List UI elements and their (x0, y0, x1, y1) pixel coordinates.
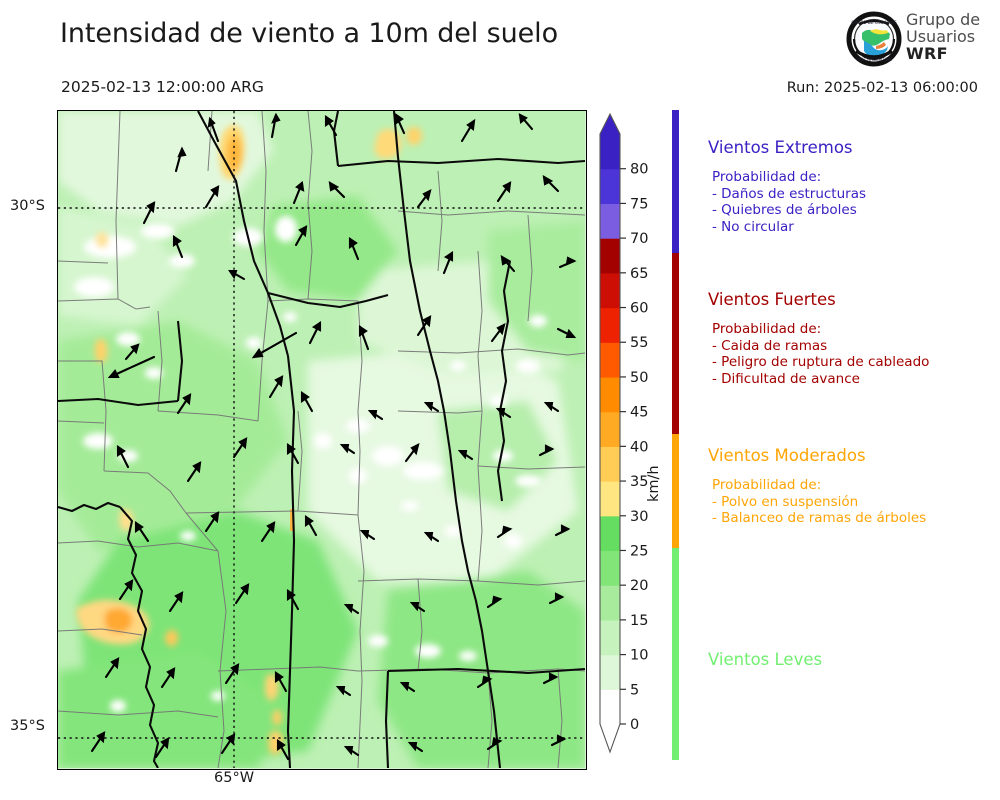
colorbar-tick-label-0: 0 (630, 717, 639, 733)
category-block-2: Vientos Moderados Probabilidad de: - Polvo… (708, 446, 992, 527)
category-2-line-0: Probabilidad de: (712, 477, 822, 493)
colorbar-tick-label-45: 45 (630, 405, 648, 421)
colorbar: 0 5 10 15 20 25 30 35 40 45 50 55 60 65 70 75 80 km/h (598, 112, 674, 760)
colorbar-band-5-10 (600, 654, 620, 690)
colorbar-band-65-70 (600, 238, 620, 274)
colorbar-over-arrow (600, 114, 620, 134)
valid-time-label: 2025-02-13 12:00:00 ARG (61, 78, 264, 96)
colorbar-tick-label-65: 65 (630, 266, 648, 282)
colorbar-under-arrow (600, 724, 620, 752)
category-bar-3 (672, 548, 679, 760)
category-2-line-2: - Balanceo de ramas de árboles (712, 510, 927, 526)
category-title-1: Vientos Fuertes (708, 290, 836, 309)
colorbar-tick-label-55: 55 (630, 335, 648, 351)
colorbar-band-60-65 (600, 272, 620, 309)
colorbar-tick-label-5: 5 (630, 682, 639, 698)
category-0-line-1: - Daños de estructuras (712, 185, 867, 202)
category-1-line-2: - Peligro de ruptura de cableado (712, 354, 930, 370)
colorbar-tick-label-35: 35 (630, 474, 648, 490)
category-title-3: Vientos Leves (708, 650, 823, 669)
colorbar-band-15-20 (600, 585, 620, 621)
colorbar-band-20-25 (600, 550, 620, 586)
colorbar-tick-label-75: 75 (630, 196, 648, 212)
colorbar-tick-label-40: 40 (630, 439, 648, 455)
colorbar-band-45-50 (600, 376, 620, 413)
brand-logo-text: Grupo de Usuarios WRF (906, 11, 980, 62)
colorbar-tick-label-10: 10 (630, 648, 648, 664)
category-block-3: Vientos Leves (708, 650, 992, 681)
colorbar-band-80-85 (600, 134, 620, 170)
category-title-2: Vientos Moderados (708, 446, 866, 465)
category-bar-0 (672, 110, 679, 253)
colorbar-band-30-35 (600, 481, 620, 517)
category-block-0: Vientos Extremos Probabilidad de: - Daños … (708, 138, 992, 235)
colorbar-svg: 0 5 10 15 20 25 30 35 40 45 50 55 60 65 70 75 80 (599, 112, 648, 754)
run-time-label: Run: 2025-02-13 06:00:00 (786, 80, 978, 96)
colorbar-tick-label-80: 80 (630, 162, 648, 178)
category-block-1: Vientos Fuertes Probabilidad de: - Caida d… (708, 290, 992, 387)
colorbar-tick-label-70: 70 (630, 231, 648, 247)
colorbar-band-0-5 (600, 689, 620, 725)
wind-speed-map[interactable] (57, 110, 587, 770)
category-0-line-3: - No circular (712, 218, 794, 235)
category-bar-2 (672, 434, 679, 548)
category-0-line-0: Probabilidad de: (712, 169, 822, 185)
colorbar-band-40-45 (600, 411, 620, 447)
colorbar-tick-label-20: 20 (630, 578, 648, 594)
colorbar-unit-label: km/h (646, 465, 662, 502)
globe-emblem-icon: GRUPO DE USUARIOS WRF ARGENTINA (846, 11, 902, 67)
logo-line-2: Usuarios (906, 27, 976, 46)
logo-line-3: WRF (906, 44, 948, 63)
category-title-0: Vientos Extremos (708, 138, 853, 157)
category-bar-1 (672, 253, 679, 434)
category-2-line-1: - Polvo en suspensión (712, 493, 859, 510)
category-0-line-2: - Quiebres de árboles (712, 202, 857, 218)
wind-category-legend: Vientos Extremos Probabilidad de: - Daños … (672, 110, 992, 770)
lat-label-30s: 30°S (10, 198, 45, 214)
colorbar-band-50-55 (600, 342, 620, 378)
map-canvas (58, 111, 585, 768)
map-frame (57, 110, 587, 770)
colorbar-band-70-75 (600, 203, 620, 239)
colorbar-tick-label-60: 60 (630, 301, 648, 317)
colorbar-band-10-15 (600, 619, 620, 656)
category-1-line-3: - Dificultad de avance (712, 370, 860, 387)
colorbar-band-35-40 (600, 446, 620, 482)
svg-text:WRF ARGENTINA: WRF ARGENTINA (856, 57, 892, 62)
colorbar-band-25-30 (600, 515, 620, 552)
colorbar-tick-label-30: 30 (630, 509, 648, 525)
lat-label-35s: 35°S (10, 718, 45, 734)
colorbar-tick-label-25: 25 (630, 543, 648, 559)
svg-text:GRUPO DE USUARIOS: GRUPO DE USUARIOS (851, 20, 897, 25)
lon-label-65w: 65°W (214, 770, 255, 786)
brand-logo: GRUPO DE USUARIOS WRF ARGENTINA Grupo de… (846, 10, 996, 72)
category-1-line-1: - Caida de ramas (712, 337, 828, 354)
colorbar-band-55-60 (600, 307, 620, 343)
colorbar-tick-label-15: 15 (630, 613, 648, 629)
category-1-line-0: Probabilidad de: (712, 321, 822, 337)
logo-line-1: Grupo de (906, 10, 981, 29)
page-title: Intensidad de viento a 10m del suelo (60, 18, 558, 49)
colorbar-tick-label-50: 50 (630, 370, 648, 386)
colorbar-band-75-80 (600, 168, 620, 205)
